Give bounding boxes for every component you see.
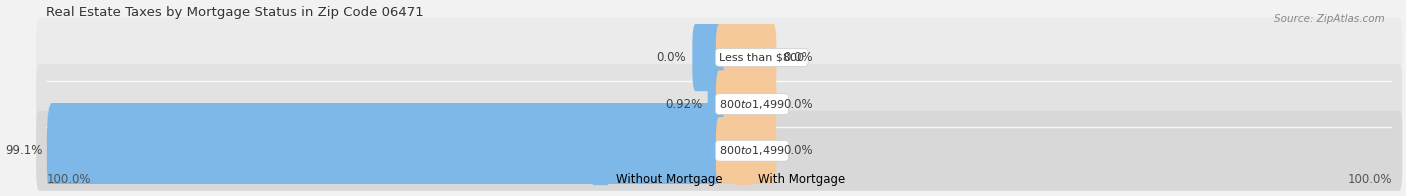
FancyBboxPatch shape — [37, 17, 1402, 98]
Text: 99.1%: 99.1% — [4, 144, 42, 157]
Text: 0.0%: 0.0% — [783, 51, 813, 64]
Text: Source: ZipAtlas.com: Source: ZipAtlas.com — [1274, 14, 1385, 24]
FancyBboxPatch shape — [716, 24, 776, 91]
Text: 0.0%: 0.0% — [783, 98, 813, 111]
Legend: Without Mortgage, With Mortgage: Without Mortgage, With Mortgage — [588, 169, 851, 191]
FancyBboxPatch shape — [707, 56, 724, 152]
Text: 0.0%: 0.0% — [657, 51, 686, 64]
Text: Less than $800: Less than $800 — [720, 53, 804, 63]
Text: 0.92%: 0.92% — [665, 98, 703, 111]
FancyBboxPatch shape — [716, 117, 776, 184]
Text: Real Estate Taxes by Mortgage Status in Zip Code 06471: Real Estate Taxes by Mortgage Status in … — [46, 5, 425, 19]
FancyBboxPatch shape — [46, 103, 724, 196]
FancyBboxPatch shape — [37, 64, 1402, 144]
Text: 100.0%: 100.0% — [46, 173, 91, 186]
Text: $800 to $1,499: $800 to $1,499 — [720, 144, 785, 157]
Text: 0.0%: 0.0% — [783, 144, 813, 157]
FancyBboxPatch shape — [692, 24, 723, 91]
FancyBboxPatch shape — [716, 70, 776, 138]
Text: 100.0%: 100.0% — [1348, 173, 1392, 186]
Text: $800 to $1,499: $800 to $1,499 — [720, 98, 785, 111]
FancyBboxPatch shape — [37, 111, 1402, 191]
